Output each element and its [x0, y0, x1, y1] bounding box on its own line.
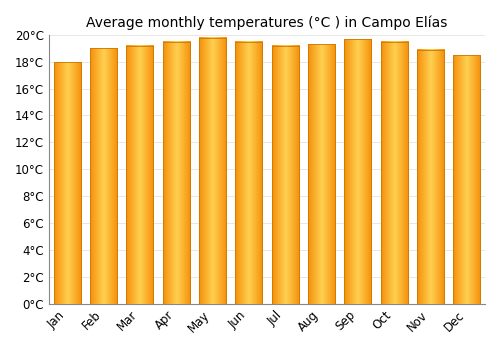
Bar	[162, 42, 190, 304]
Bar	[308, 44, 335, 304]
Bar	[235, 42, 262, 304]
Bar	[344, 39, 372, 304]
Bar	[54, 62, 81, 304]
Bar	[380, 42, 408, 304]
Bar	[90, 48, 117, 304]
Bar	[453, 55, 480, 304]
Bar	[272, 46, 299, 304]
Title: Average monthly temperatures (°C ) in Campo Elías: Average monthly temperatures (°C ) in Ca…	[86, 15, 448, 29]
Bar	[126, 46, 154, 304]
Bar	[417, 50, 444, 304]
Bar	[199, 37, 226, 304]
